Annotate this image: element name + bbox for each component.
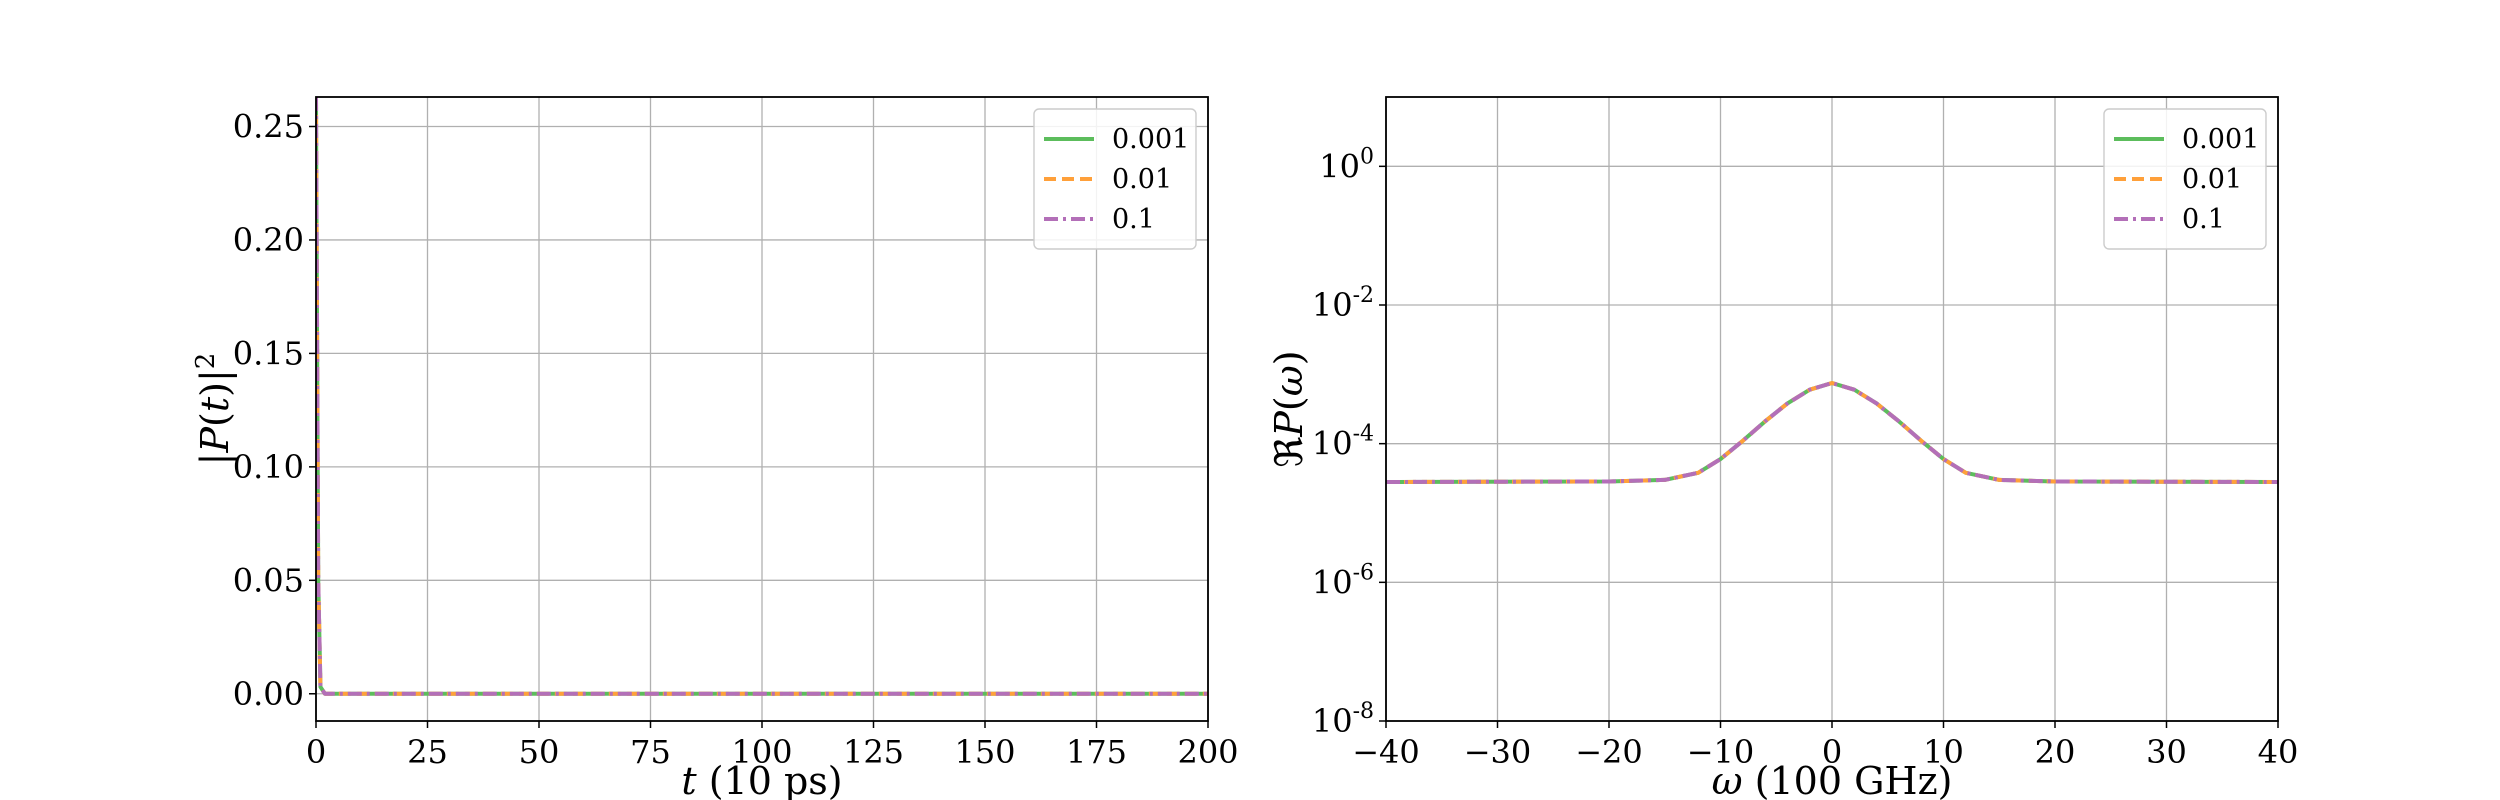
y-axis-label: |P(t)|2 [191,353,237,466]
x-tick-label: −20 [1575,733,1643,771]
y-tick-label: 0.10 [233,448,304,486]
legend-label: 0.1 [1112,204,1155,235]
x-tick-label: 75 [630,733,671,771]
x-tick-label: 175 [1066,733,1127,771]
x-tick-label: −40 [1352,733,1420,771]
y-tick-label: 0.05 [233,561,304,599]
x-axis-label: t (10 ps) [681,759,842,800]
y-axis-label: ℜP(ω) [1267,350,1311,467]
x-tick-label: 150 [954,733,1015,771]
y-tick-label: 0.00 [233,675,304,713]
legend-label: 0.001 [1112,124,1189,155]
x-tick-label: 20 [2035,733,2076,771]
frequency-domain-panel: −40 −30 −20 −10 0 10 20 30 40 10-8 10-6 10-4 10-2 100… [1267,96,2299,800]
x-tick-label: 100 [731,733,792,771]
y-tick-label: 10-4 [1312,422,1374,463]
y-tick-label: 0.25 [233,107,304,145]
x-tick-label: −10 [1687,733,1755,771]
x-tick-label: 10 [1923,733,1964,771]
time-domain-panel: 0 25 50 75 100 125 150 175 200 0.00 0.05 0.10 0.15 0.… [191,96,1239,800]
x-tick-label: 25 [407,733,448,771]
legend-box [2103,108,2267,250]
legend-label: 0.001 [2182,124,2259,155]
x-axis-label: ω (100 GHz) [1712,759,1953,800]
x-tick-label: 0 [1822,733,1842,771]
x-tick-label: 50 [519,733,560,771]
y-tick-label: 10-6 [1312,560,1374,601]
legend-label: 0.01 [2182,164,2242,195]
x-tick-label: 200 [1177,733,1238,771]
y-tick-label: 10-8 [1312,699,1374,740]
x-tick-label: 125 [843,733,904,771]
legend: 0.001 0.01 0.1 [2103,108,2267,250]
y-tick-label: 0.20 [233,221,304,259]
y-tick-label: 10-2 [1312,283,1374,324]
series-line-0.01 [1386,381,2278,484]
y-tick-label: 100 [1319,144,1374,185]
x-tick-label: 0 [306,733,326,771]
legend-box [1033,108,1197,250]
y-tick-label: 0.15 [233,334,304,372]
legend-label: 0.1 [2182,204,2225,235]
x-tick-label: −30 [1464,733,1532,771]
legend-label: 0.01 [1112,164,1172,195]
legend: 0.001 0.01 0.1 [1033,108,1197,250]
x-tick-label: 40 [2258,733,2299,771]
x-tick-label: 30 [2146,733,2187,771]
